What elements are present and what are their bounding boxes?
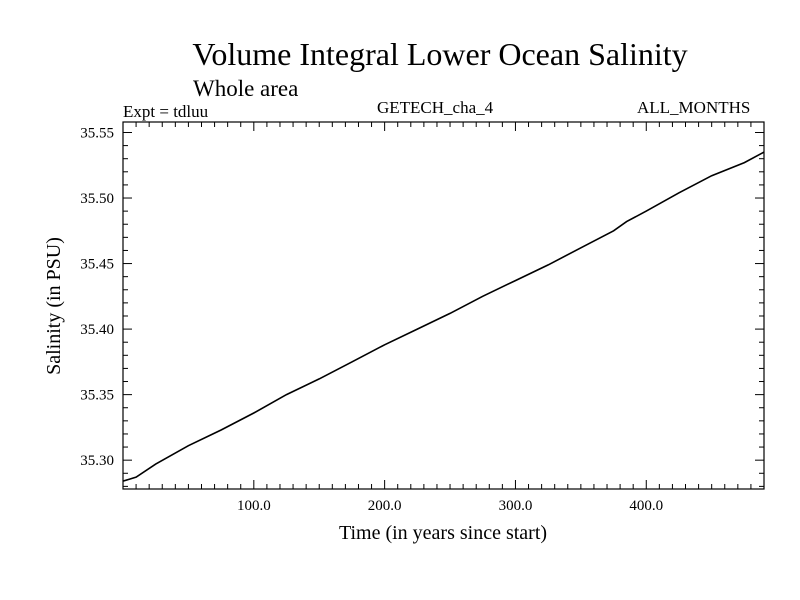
- series-line: [122, 151, 765, 482]
- plot-area-frame: [122, 121, 765, 490]
- y-tick-label: 35.30: [80, 453, 114, 469]
- y-axis-label: Salinity (in PSU): [43, 237, 65, 375]
- months-label: ALL_MONTHS: [637, 98, 751, 117]
- x-tick-label: 300.0: [499, 498, 533, 514]
- chart-subtitle: Whole area: [193, 76, 299, 101]
- experiment-label: Expt = tdluu: [123, 102, 209, 121]
- chart-title: Volume Integral Lower Ocean Salinity: [192, 36, 688, 72]
- y-tick-label: 35.40: [80, 322, 114, 338]
- x-tick-label: 400.0: [629, 498, 663, 514]
- y-tick-label: 35.55: [80, 125, 114, 141]
- x-tick-label: 100.0: [237, 498, 271, 514]
- source-label: GETECH_cha_4: [377, 98, 494, 117]
- tick-labels: 100.0 200.0 300.0 400.0 35.30 35.35 35.40 35.45…: [80, 125, 663, 514]
- x-axis-label: Time (in years since start): [339, 522, 547, 544]
- y-tick-label: 35.45: [80, 257, 114, 273]
- y-tick-label: 35.50: [80, 191, 114, 207]
- x-tick-label: 200.0: [368, 498, 402, 514]
- y-tick-label: 35.35: [80, 388, 114, 404]
- tick-marks: [123, 122, 764, 489]
